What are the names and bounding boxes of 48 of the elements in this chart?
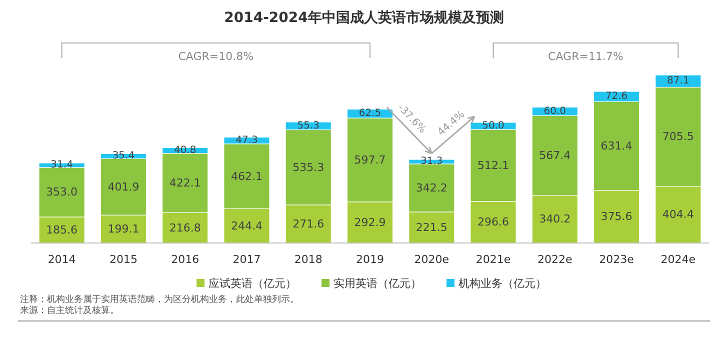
data-label: 296.6 [478,216,510,229]
text: CAGR=10.8% [178,50,254,63]
data-label: 271.6 [292,217,324,230]
data-label: 462.1 [230,170,262,183]
x-tick-label: 2016 [171,253,200,266]
x-tick-label: 2024e [660,253,696,266]
data-label: 512.1 [478,158,510,172]
data-label: 292.9 [354,216,386,229]
data-label: 87.1 [667,76,690,87]
x-tick-label: 2023e [599,253,634,266]
data-label: 597.7 [354,153,386,166]
data-label: 55.3 [297,120,320,132]
data-label: 60.0 [544,106,566,117]
data-label: 401.9 [108,180,140,194]
data-label: 567.4 [539,148,571,162]
data-label: 535.3 [292,160,324,174]
data-label: 50.0 [482,120,504,132]
legend-label: 实用英语（亿元） [334,277,422,290]
x-tick-label: 2018 [294,253,322,266]
chart-title: 2014-2024年中国成人英语市场规模及预测 [224,9,504,26]
x-tick-label: 2020e [414,253,450,266]
text: 注释：机构业务属于实用英语范畴，为区分机构业务，此处单独列示。 [20,294,299,305]
data-label: 705.5 [662,130,694,144]
legend-label: 应试英语（亿元） [208,277,296,290]
data-label: 404.4 [662,208,694,222]
x-tick-label: 2022e [538,253,573,266]
x-tick-label: 2017 [232,253,261,266]
data-label: 185.6 [46,223,78,236]
source-note: 来源：自主统计及核算。 [20,305,119,316]
data-label: 244.4 [230,219,262,232]
x-tick-label: 2014 [48,253,76,266]
x-tick-label: 2015 [109,253,138,266]
data-label: 216.8 [169,221,201,234]
text: CAGR=11.7% [548,50,624,63]
data-label: 47.3 [236,135,258,146]
data-label: 72.6 [605,91,628,102]
x-tick-label: 2021e [476,253,511,266]
x-tick-label: 2019 [356,253,384,266]
data-label: 422.1 [169,176,201,190]
data-label: 631.4 [600,139,632,152]
data-label: 342.2 [416,181,448,194]
data-label: 353.0 [46,186,78,199]
data-label: 340.2 [539,212,571,226]
data-label: 221.5 [416,220,448,234]
data-label: 375.6 [600,210,632,224]
data-label: 199.1 [108,222,140,236]
legend-label: 机构业务（亿元） [458,277,546,290]
data-label: 62.5 [358,108,382,120]
